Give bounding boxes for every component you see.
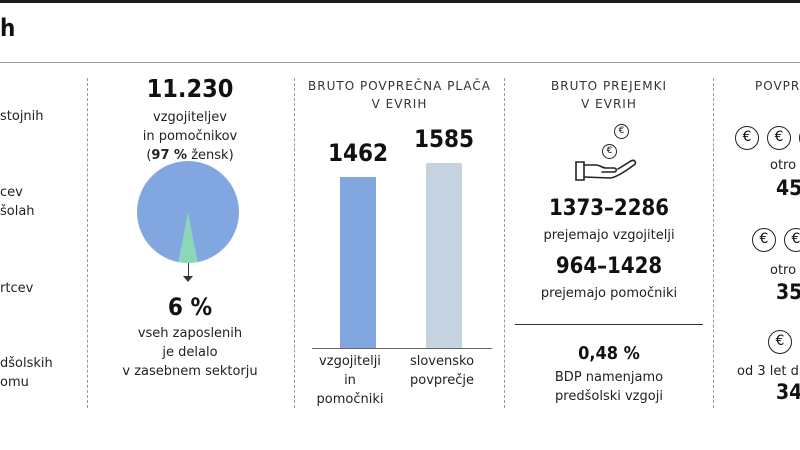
top-rule	[0, 0, 800, 3]
receipts-separator	[515, 324, 703, 325]
euro-coin-icon: €	[602, 144, 617, 159]
chart-title-line-1: BRUTO POVPREČNA PLAČA	[308, 79, 491, 93]
assistants-range: 964–1428	[555, 254, 663, 279]
left-item-line: cev	[0, 185, 23, 200]
left-item-line: dšolskih	[0, 356, 53, 371]
left-item-3: rtcev	[0, 279, 33, 298]
left-item-line: stojnih	[0, 109, 44, 124]
euro-coin-icon: €	[767, 126, 791, 150]
receipts-title: BRUTO PREJEMKI V EVRIH	[505, 77, 713, 113]
column-divider	[87, 78, 88, 408]
assistants-label: prejemajo pomočniki	[540, 286, 678, 301]
column-divider	[504, 78, 505, 408]
column-divider	[294, 78, 295, 408]
gdp-label-1: BDP namenjamo	[554, 370, 664, 385]
euro-coin-icon: €	[768, 330, 792, 354]
salary-chart: 1462 1585	[300, 120, 500, 410]
teachers-label: prejemajo vzgojitelji	[543, 228, 675, 243]
category-label-2: slovensko povprečje	[402, 352, 482, 390]
category-line: vzgojitelji	[319, 354, 381, 369]
page-title: h	[0, 14, 16, 42]
gdp-block: 0,48 % BDP namenjamo predšolski vzgoji	[505, 342, 713, 406]
private-label-3: v zasebnem sektorju	[122, 364, 258, 379]
right-label-b: otro	[770, 263, 797, 278]
private-pct: 6 %	[167, 293, 213, 321]
right-label-c: od 3 let d	[737, 364, 799, 379]
euro-coin-icon: €	[614, 124, 629, 139]
women-close: žensk)	[187, 148, 234, 163]
chart-baseline	[312, 348, 492, 349]
euro-coin-icon: €	[735, 126, 759, 150]
private-sector-pie	[137, 161, 239, 263]
women-pct: 97 %	[151, 148, 188, 163]
category-line: pomočniki	[316, 392, 384, 407]
right-value-a: 45	[776, 176, 800, 200]
bar-1	[340, 176, 376, 348]
staff-label-2: in pomočnikov	[142, 129, 238, 144]
category-line: in	[344, 373, 356, 388]
right-value-b: 35	[776, 280, 800, 304]
staff-panel: 11.230 vzgojiteljev in pomočnikov (97 % …	[100, 74, 280, 165]
gdp-pct: 0,48 %	[578, 343, 640, 364]
left-item-2: cev šolah	[0, 183, 35, 221]
left-item-line: omu	[0, 375, 29, 390]
gdp-label-2: predšolski vzgoji	[555, 389, 663, 404]
bar-2	[426, 162, 462, 348]
category-line: povprečje	[410, 373, 474, 388]
bar-value-label-1: 1462	[327, 138, 389, 167]
right-header: POVPR	[755, 79, 800, 93]
left-item-line: šolah	[0, 204, 35, 219]
left-item-line: rtcev	[0, 281, 34, 296]
pie-private-slice	[178, 212, 198, 263]
right-label-a: otro	[770, 158, 797, 173]
receipts-block: 1373–2286 prejemajo vzgojitelji 964–1428…	[505, 195, 713, 303]
column-divider	[713, 78, 714, 408]
euro-coin-icon: €	[784, 228, 800, 252]
category-label-1: vzgojitelji in pomočniki	[310, 352, 390, 409]
receipts-title-line-1: BRUTO PREJEMKI	[551, 79, 667, 93]
private-sector-block: 6 % vseh zaposlenih je delalo v zasebnem…	[100, 292, 280, 381]
receipts-title-line-2: V EVRIH	[581, 97, 637, 111]
category-line: slovensko	[409, 354, 475, 369]
bar-value-label-2: 1585	[413, 124, 475, 153]
teachers-range: 1373–2286	[548, 196, 670, 221]
left-item-4: dšolskih omu	[0, 354, 53, 392]
right-value-c: 34	[776, 380, 800, 404]
staff-label-1: vzgojiteljev	[153, 110, 227, 125]
pie-arrow-head	[183, 276, 193, 282]
private-label-1: vseh zaposlenih	[137, 326, 243, 341]
private-label-2: je delalo	[162, 345, 218, 360]
chart-title: BRUTO POVPREČNA PLAČA V EVRIH	[295, 77, 504, 113]
header-divider	[0, 62, 800, 63]
staff-count: 11.230	[146, 74, 234, 103]
euro-coin-icon: €	[752, 228, 776, 252]
hand-receiving-icon	[575, 159, 637, 181]
left-item-1: stojnih	[0, 107, 44, 126]
women-open: (	[146, 148, 152, 163]
chart-title-line-2: V EVRIH	[371, 97, 428, 111]
women-share: (97 % žensk)	[100, 146, 280, 165]
pie-arrow-line	[188, 263, 189, 279]
